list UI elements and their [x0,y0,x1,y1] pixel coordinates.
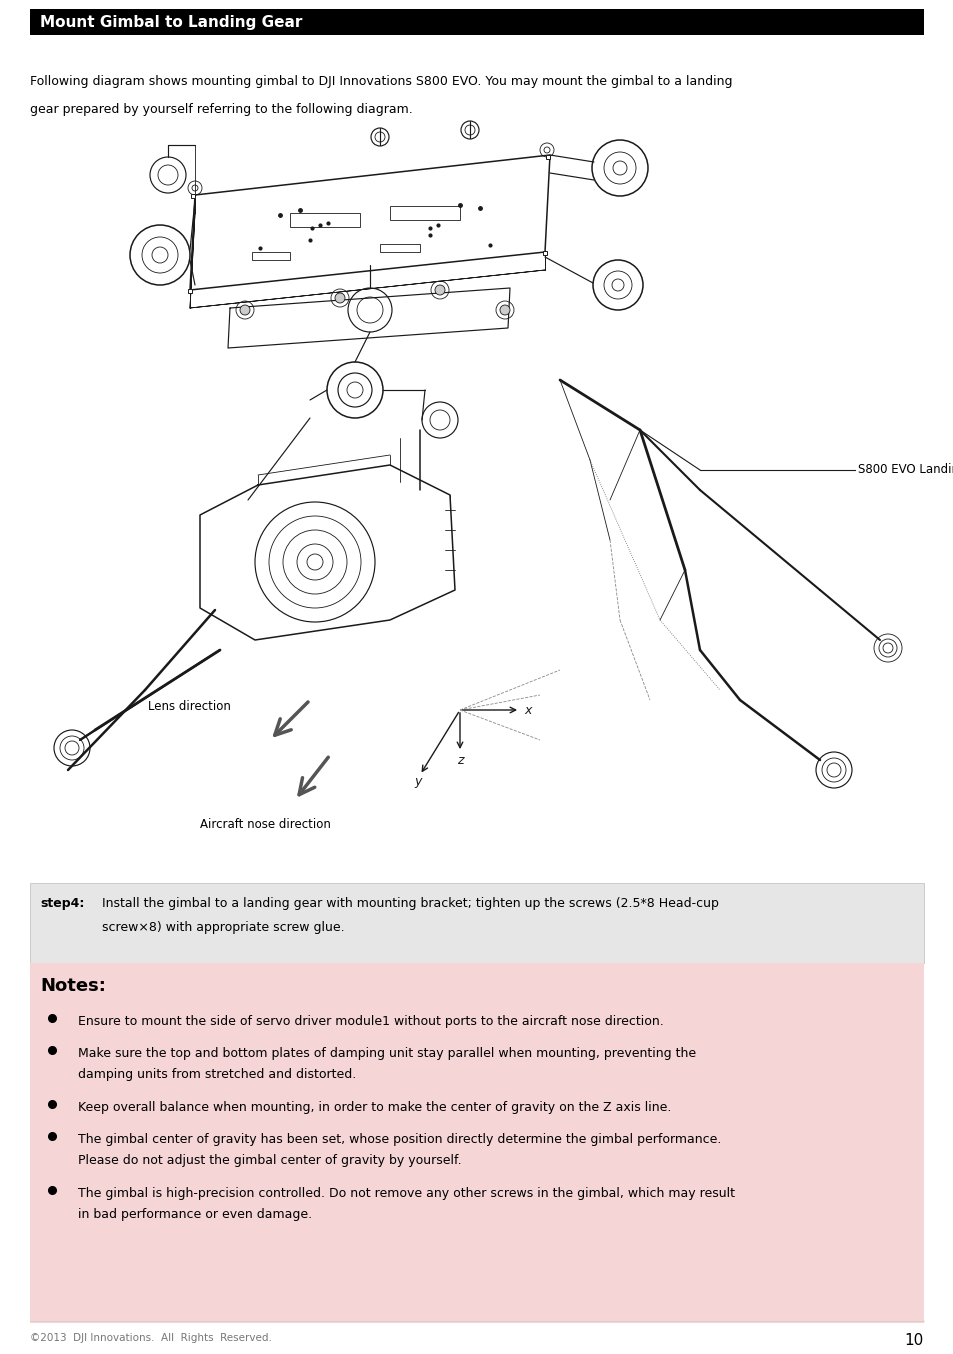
Text: S800 EVO Landing Gear: S800 EVO Landing Gear [857,463,953,477]
Bar [290,213,359,227]
Text: Please do not adjust the gimbal center of gravity by yourself.: Please do not adjust the gimbal center o… [78,1154,461,1167]
Bar [30,963,923,1323]
Text: screw×8) with appropriate screw glue.: screw×8) with appropriate screw glue. [102,921,344,934]
Text: x: x [523,704,531,716]
Text: ©2013  DJI Innovations.  All  Rights  Reserved.: ©2013 DJI Innovations. All Rights Reserv… [30,1332,272,1343]
Text: Aircraft nose direction: Aircraft nose direction [200,819,331,831]
Text: Notes:: Notes: [40,978,106,995]
Circle shape [335,292,345,303]
Circle shape [435,284,444,295]
Circle shape [240,305,250,315]
Text: Lens direction: Lens direction [148,700,231,712]
Text: Mount Gimbal to Landing Gear: Mount Gimbal to Landing Gear [40,15,302,30]
Text: step4:: step4: [40,896,84,910]
Bar [390,206,459,219]
Text: damping units from stretched and distorted.: damping units from stretched and distort… [78,1068,355,1080]
Text: Make sure the top and bottom plates of damping unit stay parallel when mounting,: Make sure the top and bottom plates of d… [78,1047,696,1060]
Text: 10: 10 [903,1332,923,1349]
Text: z: z [456,753,463,766]
Text: Ensure to mount the side of servo driver module1 without ports to the aircraft n: Ensure to mount the side of servo driver… [78,1016,663,1028]
Circle shape [499,305,510,315]
Bar [30,9,923,35]
Bar [252,252,290,260]
Text: Keep overall balance when mounting, in order to make the center of gravity on th: Keep overall balance when mounting, in o… [78,1101,671,1114]
Text: gear prepared by yourself referring to the following diagram.: gear prepared by yourself referring to t… [30,103,413,116]
Bar [30,883,923,963]
Text: in bad performance or even damage.: in bad performance or even damage. [78,1208,312,1221]
Bar [379,244,419,252]
Text: The gimbal center of gravity has been set, whose position directly determine the: The gimbal center of gravity has been se… [78,1133,720,1145]
Text: Install the gimbal to a landing gear with mounting bracket; tighten up the screw: Install the gimbal to a landing gear wit… [102,896,719,910]
Text: Following diagram shows mounting gimbal to DJI Innovations S800 EVO. You may mou: Following diagram shows mounting gimbal … [30,74,732,88]
Text: y: y [414,776,421,788]
Text: The gimbal is high-precision controlled. Do not remove any other screws in the g: The gimbal is high-precision controlled.… [78,1187,734,1200]
